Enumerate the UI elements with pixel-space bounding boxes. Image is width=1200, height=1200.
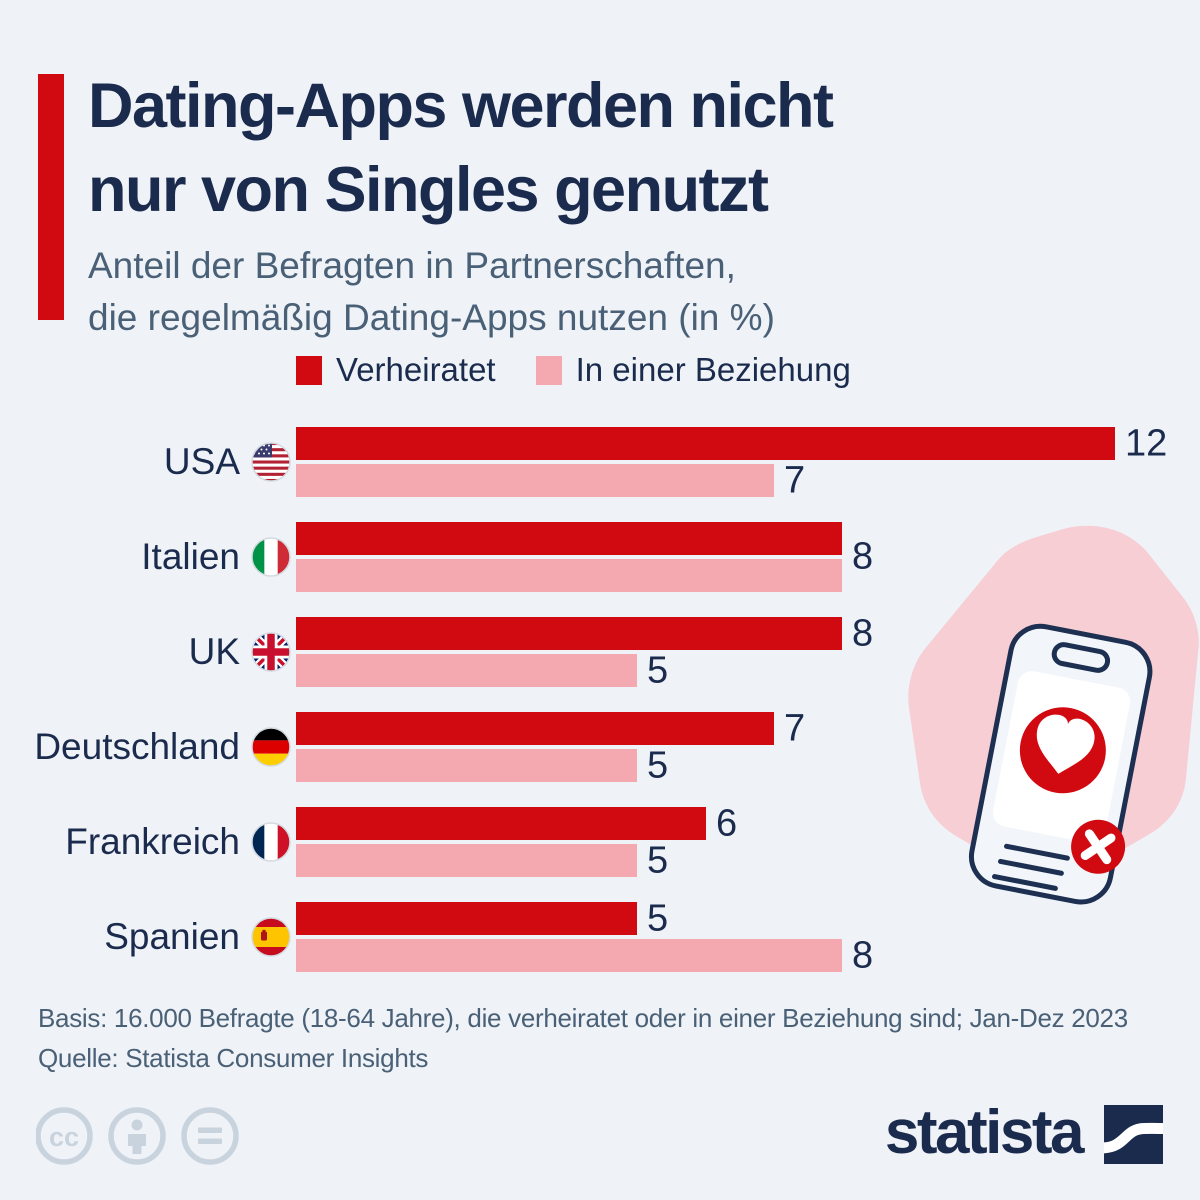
- phone-speaker-notch: [1051, 642, 1111, 673]
- bar-beziehung: 5: [296, 839, 668, 881]
- bar-pair: 8: [296, 522, 1176, 592]
- chart-row-usa: USA 12 7: [0, 422, 1200, 501]
- illustration-svg: [908, 525, 1199, 905]
- chart-row-deutschland: Deutschland 7 5: [0, 707, 1200, 786]
- bar-verheiratet: 8: [296, 612, 873, 654]
- statista-logo-icon: [1104, 1105, 1163, 1164]
- bar-verheiratet: 5: [296, 897, 668, 939]
- value-label: 7: [784, 707, 806, 749]
- chart-legend: Verheiratet In einer Beziehung: [296, 351, 851, 389]
- dating-app-illustration: [880, 520, 1200, 950]
- bar-verheiratet: 7: [296, 707, 805, 749]
- italy-flag-icon: [251, 537, 291, 577]
- value-label: 6: [716, 802, 738, 844]
- legend-item-verheiratet: Verheiratet: [296, 351, 496, 389]
- legend-swatch-pink: [535, 355, 562, 385]
- value-label: 5: [647, 744, 669, 786]
- text-line: [998, 858, 1064, 876]
- country-label: Frankreich: [0, 807, 291, 877]
- attribution-person-icon: [108, 1107, 166, 1165]
- bar-pair: 12 7: [296, 422, 1176, 501]
- country-label: Deutschland: [0, 712, 291, 782]
- country-name: UK: [188, 631, 240, 672]
- country-label: Spanien: [0, 902, 291, 972]
- legend-label: Verheiratet: [336, 351, 496, 388]
- title-accent-bar: [38, 74, 64, 320]
- country-name: Spanien: [104, 916, 240, 957]
- legend-item-beziehung: In einer Beziehung: [535, 351, 851, 389]
- subtitle-line-1: Anteil der Befragten in Partnerschaften,: [88, 245, 736, 286]
- creative-commons-icons: cc: [35, 1105, 276, 1172]
- country-label: Italien: [0, 522, 291, 592]
- bar-beziehung: [296, 559, 842, 592]
- bar-beziehung: 7: [296, 459, 805, 501]
- dismiss-icon: [1071, 819, 1126, 874]
- chart-row-spanien: Spanien 5 8: [0, 897, 1200, 976]
- france-flag-icon: [251, 822, 291, 862]
- country-name: Italien: [141, 536, 240, 577]
- bar-verheiratet: 12: [296, 422, 1167, 464]
- bar-verheiratet: 6: [296, 802, 737, 844]
- page-subtitle: Anteil der Befragten in Partnerschaften,…: [88, 240, 775, 344]
- value-label: 5: [647, 839, 669, 881]
- bar-verheiratet: [296, 522, 842, 555]
- value-label: 5: [647, 649, 669, 691]
- uk-flag-icon: [251, 632, 291, 672]
- basis-note: Basis: 16.000 Befragte (18-64 Jahre), di…: [38, 1003, 1128, 1033]
- bar-beziehung: 5: [296, 649, 668, 691]
- usa-flag-icon: [251, 442, 291, 482]
- chart-row-frankreich: Frankreich 6 5: [0, 802, 1200, 881]
- page-title: Dating-Apps werden nicht nur von Singles…: [88, 64, 834, 232]
- value-label: 8: [852, 535, 874, 578]
- country-label: UK: [0, 617, 291, 687]
- title-line-1: Dating-Apps werden nicht: [88, 71, 834, 141]
- text-line: [992, 874, 1058, 891]
- country-label: USA: [0, 427, 291, 497]
- heart-icon: [1036, 714, 1095, 774]
- bar-beziehung: 5: [296, 744, 668, 786]
- legend-swatch-red: [296, 355, 322, 385]
- cc-icon: cc: [35, 1107, 93, 1165]
- subtitle-line-2: die regelmäßig Dating-Apps nutzen (in %): [88, 297, 775, 338]
- germany-flag-icon: [251, 727, 291, 767]
- statista-wordmark: statista: [884, 1098, 1085, 1167]
- bar-chart: USA 12 7 Italien 8 UK 8 5 Deutschland 7 5 Frankreic…: [0, 422, 1200, 997]
- spain-flag-icon: [251, 917, 291, 957]
- chart-row-italien: Italien 8: [0, 522, 1200, 592]
- text-line: [1004, 843, 1070, 861]
- country-name: Deutschland: [34, 726, 240, 767]
- value-label: 7: [784, 459, 806, 501]
- svg-text:cc: cc: [49, 1122, 79, 1152]
- no-derivatives-equals-icon: [181, 1107, 239, 1165]
- source-note: Quelle: Statista Consumer Insights: [38, 1043, 429, 1073]
- country-name: USA: [163, 441, 240, 482]
- bar-beziehung: 8: [296, 934, 873, 976]
- phone-icon: [968, 623, 1153, 905]
- value-label: 8: [852, 612, 874, 654]
- value-label: 8: [852, 934, 874, 976]
- title-line-2: nur von Singles genutzt: [88, 155, 769, 225]
- chart-row-uk: UK 8 5: [0, 612, 1200, 691]
- value-label: 12: [1125, 422, 1168, 464]
- value-label: 5: [647, 897, 669, 939]
- legend-label: In einer Beziehung: [575, 351, 851, 388]
- country-name: Frankreich: [65, 821, 240, 862]
- footer-notes: Basis: 16.000 Befragte (18-64 Jahre), di…: [38, 998, 1128, 1078]
